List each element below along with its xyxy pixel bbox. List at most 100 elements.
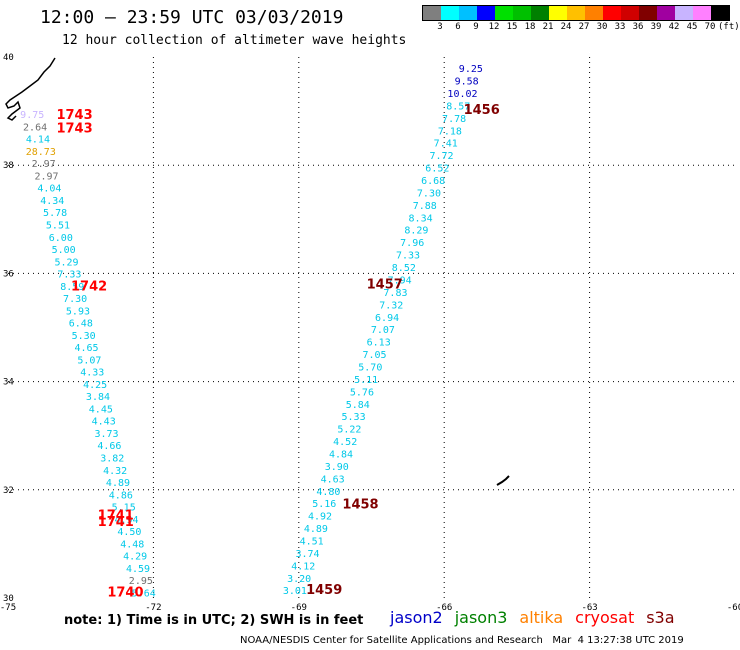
lon-tick-label: -72 [145,603,161,613]
lat-tick-label: 38 [3,161,14,171]
colorbar-swatch [639,6,657,20]
wave-height-label: 5.78 [43,208,67,219]
colorbar-label: 15 [506,22,518,32]
wave-height-colorbar [422,5,730,21]
wave-height-label: 7.18 [438,126,462,137]
colorbar-swatch [513,6,531,20]
colorbar-unit: (ft) [718,22,740,32]
wave-height-label: 5.11 [354,375,378,386]
colorbar-label: 27 [578,22,590,32]
wave-height-label: 2.95 [129,576,153,587]
wave-height-label: 4.29 [123,552,147,563]
wave-height-label: 6.68 [421,176,445,187]
lon-tick-label: -63 [581,603,597,613]
wave-height-label: 5.70 [358,362,382,373]
wave-height-label: 6.94 [375,313,399,324]
wave-height-label: 4.89 [106,478,130,489]
wave-height-label: 7.32 [379,300,403,311]
colorbar-swatch [693,6,711,20]
wave-height-label: 3.74 [295,549,319,560]
pass-time-label: 1457 [367,278,403,293]
colorbar-swatch [657,6,675,20]
colorbar-swatch [531,6,549,20]
wave-height-label: 10.02 [447,89,477,100]
wave-height-label: 4.12 [291,561,315,572]
wave-height-label: 9.58 [455,77,479,88]
legend-item-s3a: s3a [646,608,675,627]
wave-height-label: 4.14 [26,135,50,146]
wave-height-label: 5.15 [112,503,136,514]
wave-height-label: 5.64 [132,588,156,599]
colorbar-swatch [711,6,729,20]
wave-height-label: 7.30 [63,294,87,305]
legend-item-jason2: jason2 [390,608,443,627]
pass-time-label: 1743 [56,108,92,123]
wave-height-label: 4.25 [83,380,107,391]
colorbar-label: 42 [668,22,680,32]
pass-time-label: 1459 [306,583,342,598]
pass-time-label: 1458 [342,498,378,513]
wave-height-label: 8.59 [60,282,84,293]
pass-time-label: 1456 [464,103,500,118]
wave-height-label: 7.94 [388,275,412,286]
lon-tick-label: -75 [0,603,16,613]
colorbar-label: 70 [704,22,716,32]
lat-tick-label: 30 [3,594,14,604]
lon-tick-label: -60 [727,603,740,613]
colorbar-labels: 3 6 9 12 15 18 21 24 27 30 33 36 39 42 45 70 [422,22,728,34]
wave-height-label: 3.82 [100,453,124,464]
wave-height-label: 5.30 [72,331,96,342]
colorbar-swatch [477,6,495,20]
wave-height-label: 7.96 [400,238,424,249]
wave-height-label: 5.84 [346,400,370,411]
wave-height-label: 4.80 [316,487,340,498]
wave-height-label: 7.41 [434,139,458,150]
wave-height-label: 6.00 [49,233,73,244]
island [496,475,510,486]
wave-height-label: 7.78 [442,114,466,125]
wave-height-label: 5.33 [342,412,366,423]
wave-height-label: 7.33 [396,251,420,262]
colorbar-swatch [441,6,459,20]
wave-height-label: 6.13 [367,338,391,349]
wave-height-label: 4.04 [37,184,61,195]
wave-height-label: 7.72 [429,151,453,162]
lat-tick-label: 34 [3,378,14,388]
wave-height-label: 2.64 [23,122,47,133]
wave-height-label: 3.90 [325,462,349,473]
wave-height-label: 3.84 [86,392,110,403]
page-title: 12:00 — 23:59 UTC 03/03/2019 [40,7,344,28]
wave-height-label: 5.16 [312,499,336,510]
colorbar-label: 45 [686,22,698,32]
wave-height-label: 2.97 [34,171,58,182]
lon-tick-label: -66 [436,603,452,613]
wave-height-label: 5.00 [52,245,76,256]
wave-height-label: 8.34 [409,213,433,224]
wave-height-label: 5.07 [77,355,101,366]
colorbar-swatch [549,6,567,20]
wave-height-label: 4.84 [329,449,353,460]
wave-height-label: 9.75 [20,110,44,121]
colorbar-swatch [675,6,693,20]
wave-height-label: 7.88 [413,201,437,212]
colorbar-swatch [603,6,621,20]
wave-height-label: 4.94 [115,515,139,526]
wave-height-label: 4.33 [80,368,104,379]
wave-height-label: 8.57 [446,101,470,112]
page-subtitle: 12 hour collection of altimeter wave hei… [62,33,407,48]
colorbar-swatch [495,6,513,20]
wave-height-label: 4.92 [308,512,332,523]
wave-height-label: 8.29 [404,226,428,237]
colorbar-label: 9 [473,22,479,32]
wave-height-label: 2.97 [32,159,56,170]
colorbar-label: 6 [455,22,461,32]
wave-height-label: 4.45 [89,404,113,415]
wave-height-label: 5.51 [46,220,70,231]
wave-height-label: 4.48 [120,539,144,550]
lat-tick-label: 40 [3,53,14,63]
wave-height-label: 4.65 [74,343,98,354]
pass-time-label: 1742 [71,280,107,295]
legend-item-cryosat: cryosat [575,608,635,627]
wave-height-label: 4.51 [300,536,324,547]
